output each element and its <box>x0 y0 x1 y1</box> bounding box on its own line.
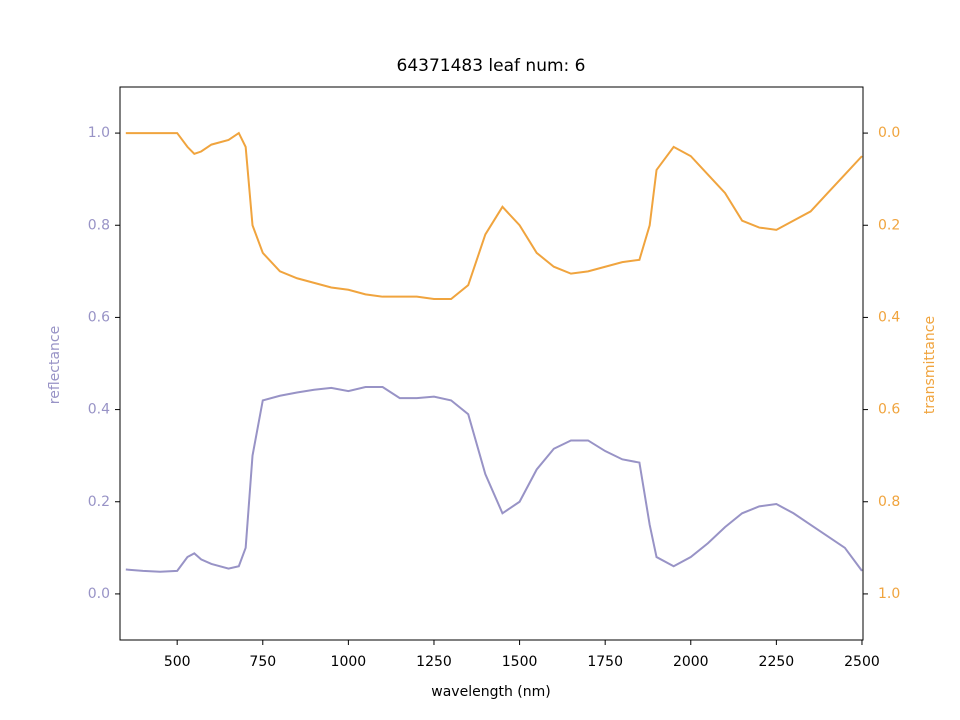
x-tick-label: 500 <box>164 654 191 670</box>
x-axis-label: wavelength (nm) <box>431 684 550 700</box>
chart-title: 64371483 leaf num: 6 <box>397 56 586 76</box>
y2-tick-label: 0.2 <box>878 217 900 233</box>
series-line <box>125 131 863 300</box>
series-line <box>125 386 863 573</box>
x-tick-label: 1750 <box>587 654 623 670</box>
y2-tick-label: 0.0 <box>878 125 900 141</box>
y2-tick-label: 0.6 <box>878 402 900 418</box>
x-tick-label: 2500 <box>844 654 880 670</box>
y-tick-label: 0.4 <box>88 402 110 418</box>
plot-frame <box>119 86 864 641</box>
x-tick-label: 1250 <box>416 654 452 670</box>
y-axis-label: reflectance <box>47 326 63 404</box>
x-tick-label: 1500 <box>502 654 538 670</box>
y2-tick-label: 1.0 <box>878 586 900 602</box>
y2-tick-label: 0.8 <box>878 494 900 510</box>
x-tick-label: 2000 <box>673 654 709 670</box>
x-tick-label: 750 <box>249 654 276 670</box>
y-tick-label: 0.0 <box>88 586 110 602</box>
y-tick-label: 0.8 <box>88 217 110 233</box>
y-tick-label: 0.6 <box>88 309 110 325</box>
y2-tick-label: 0.4 <box>878 309 900 325</box>
y2-axis-label: transmittance <box>922 316 938 414</box>
x-tick-label: 1000 <box>331 654 367 670</box>
y-tick-label: 0.2 <box>88 494 110 510</box>
x-tick-label: 2250 <box>759 654 795 670</box>
y-tick-label: 1.0 <box>88 125 110 141</box>
